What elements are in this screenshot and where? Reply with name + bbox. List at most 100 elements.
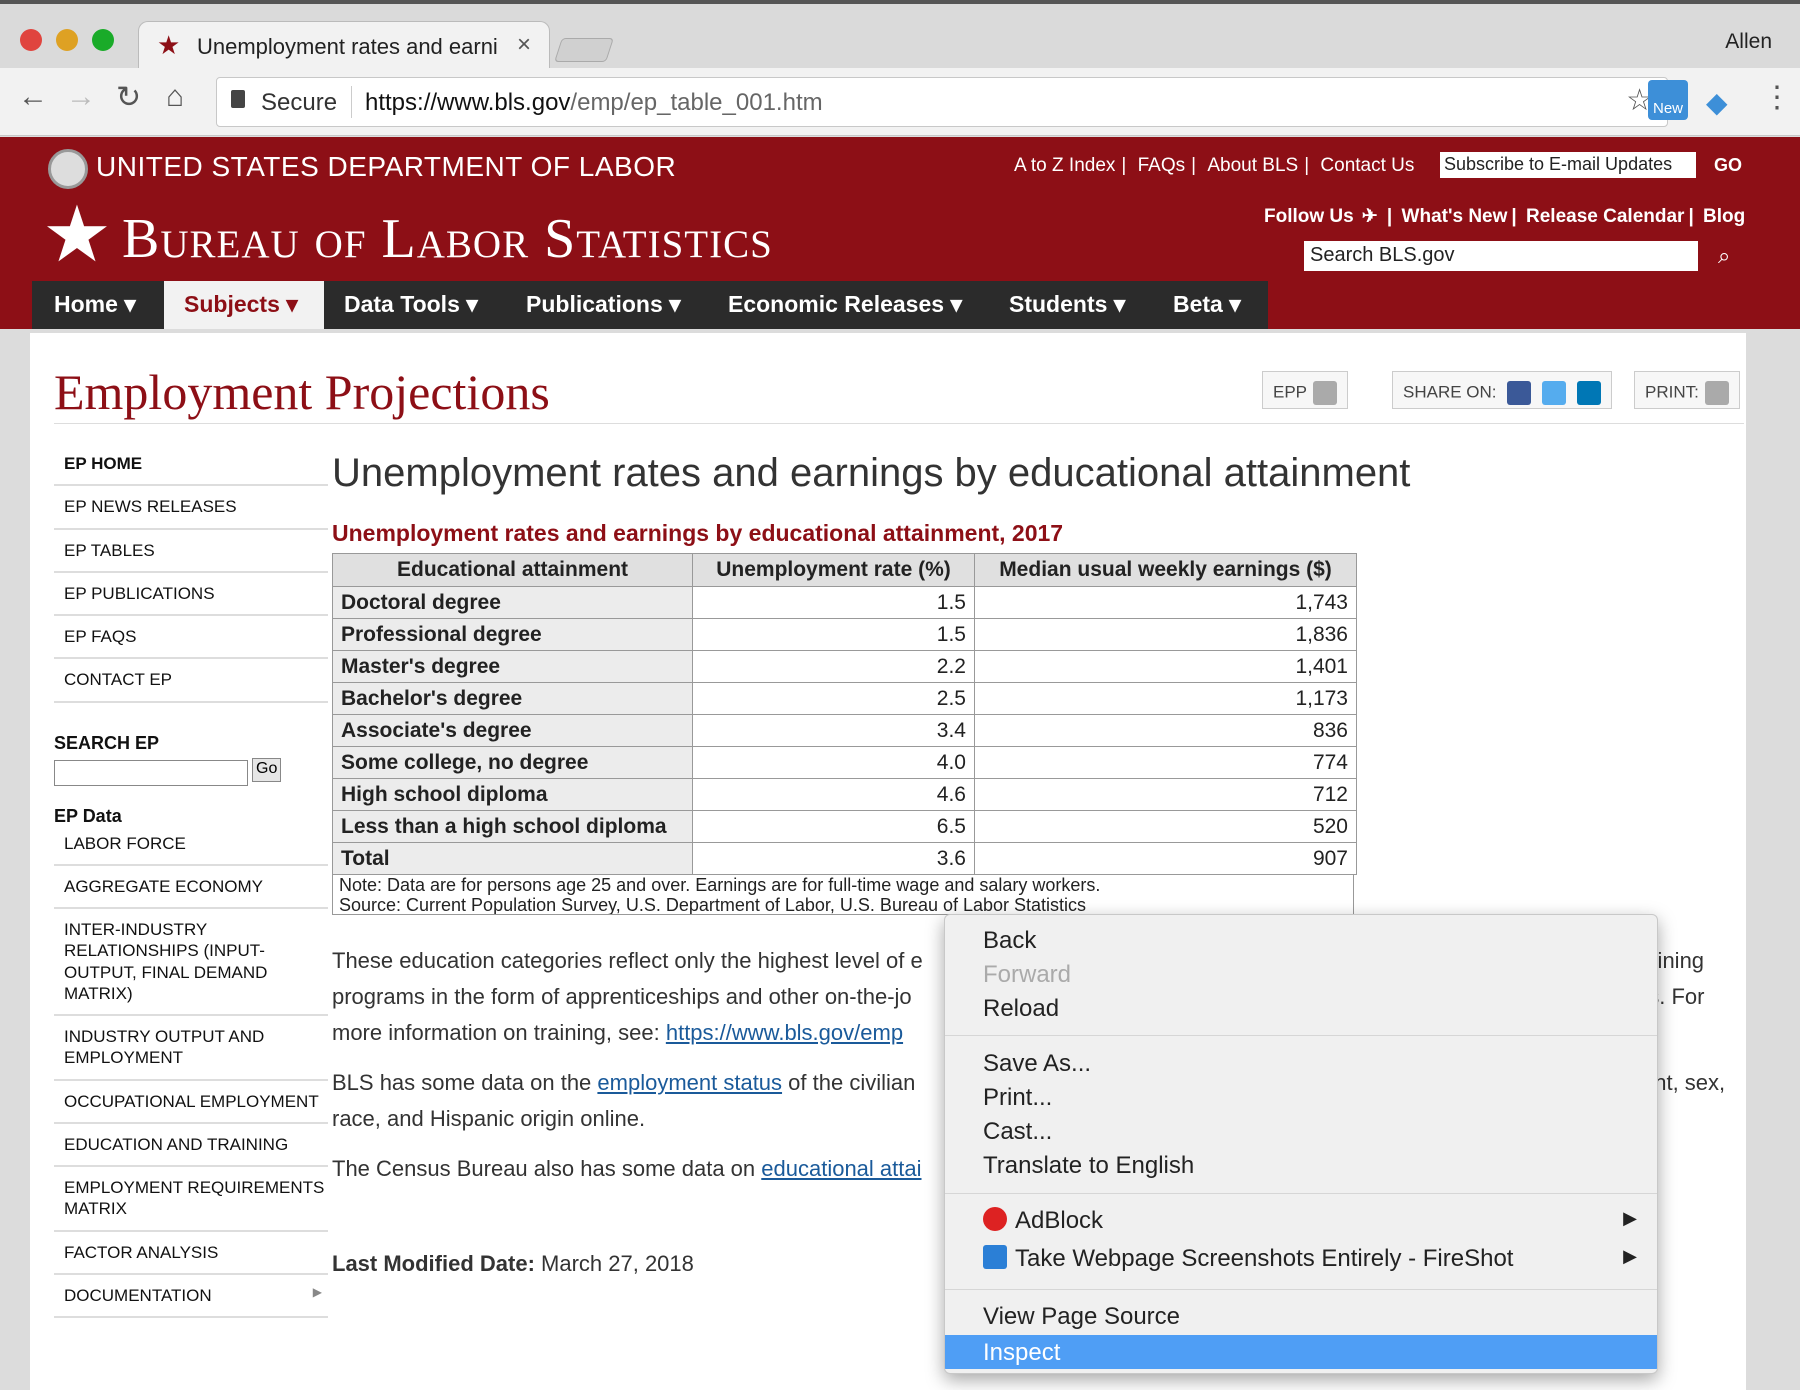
- bls-star-logo-icon[interactable]: ★: [42, 190, 112, 278]
- sidebar-item-education-training[interactable]: EDUCATION AND TRAINING: [54, 1124, 328, 1167]
- p1-text-a: These education categories reflect only …: [332, 948, 923, 973]
- reload-icon[interactable]: ↻: [116, 81, 142, 114]
- submenu-arrow-icon: ▶: [1623, 1246, 1637, 1266]
- new-tab-button[interactable]: [554, 38, 614, 62]
- nav-students[interactable]: Students ▾: [1009, 291, 1126, 317]
- menu-item-save-as[interactable]: Save As...: [983, 1050, 1092, 1077]
- sidebar-item-factor-analysis[interactable]: FACTOR ANALYSIS: [54, 1232, 328, 1275]
- source-text: Source: Current Population Survey, U.S. …: [339, 895, 1087, 915]
- sidebar-item-tables[interactable]: EP TABLES: [54, 530, 328, 573]
- about-bls-link[interactable]: About BLS: [1207, 155, 1299, 176]
- menu-item-back[interactable]: Back: [983, 927, 1037, 954]
- epp-button[interactable]: EPP: [1262, 371, 1349, 409]
- nav-publications[interactable]: Publications ▾: [526, 291, 681, 317]
- sidebar-item-occupational[interactable]: OCCUPATIONAL EMPLOYMENT: [54, 1081, 328, 1124]
- training-link[interactable]: https://www.bls.gov/emp: [665, 1020, 904, 1045]
- search-ep-heading: SEARCH EP: [54, 732, 160, 753]
- nav-home-label: Home: [54, 291, 118, 317]
- row-rate: 4.6: [692, 778, 975, 811]
- fireshot-icon: [983, 1245, 1007, 1269]
- menu-item-reload[interactable]: Reload: [983, 995, 1060, 1022]
- modified-value: March 27, 2018: [534, 1251, 694, 1276]
- nav-students-label: Students: [1009, 291, 1108, 317]
- sidebar-item-inter-industry[interactable]: INTER-INDUSTRY RELATIONSHIPS (INPUT-OUTP…: [54, 909, 328, 1016]
- row-label: Master's degree: [332, 650, 693, 683]
- menu-item-print[interactable]: Print...: [983, 1084, 1053, 1111]
- menu-item-view-source[interactable]: View Page Source: [983, 1303, 1181, 1330]
- linkedin-icon[interactable]: [1576, 381, 1601, 405]
- sidebar-item-ep-home[interactable]: EP HOME: [54, 443, 328, 487]
- url-path: /emp/ep_table_001.htm: [570, 89, 823, 116]
- sidebar-item-faqs[interactable]: EP FAQS: [54, 616, 328, 660]
- whats-new-link[interactable]: What's New: [1401, 206, 1508, 227]
- table-row: Master's degree 2.2 1,401: [332, 650, 1357, 683]
- menu-item-translate[interactable]: Translate to English: [983, 1152, 1195, 1179]
- search-ep-go-button[interactable]: Go: [252, 757, 282, 782]
- search-ep-input[interactable]: [54, 759, 248, 786]
- browser-tab[interactable]: ★ Unemployment rates and earni ×: [138, 21, 550, 73]
- tab-close-icon[interactable]: ×: [516, 31, 531, 58]
- address-bar[interactable]: Secure https://www.bls.gov/emp/ep_table_…: [216, 77, 1668, 127]
- row-label: Doctoral degree: [332, 586, 693, 619]
- extension-new-label: New: [1652, 100, 1683, 117]
- follow-us-link[interactable]: Follow Us: [1264, 206, 1354, 227]
- print-button[interactable]: PRINT:: [1634, 371, 1740, 409]
- contact-us-link[interactable]: Contact Us: [1320, 155, 1415, 176]
- subscribe-go-button[interactable]: GO: [1714, 155, 1743, 175]
- ep-data-heading: EP Data: [54, 805, 122, 826]
- dol-seal-icon: [48, 149, 88, 189]
- educational-attainment-link[interactable]: educational attai: [761, 1156, 922, 1181]
- browser-menu-icon[interactable]: ⋮: [1762, 81, 1792, 114]
- sidebar-item-requirements-matrix[interactable]: EMPLOYMENT REQUIREMENTS MATRIX: [54, 1167, 328, 1232]
- facebook-icon[interactable]: [1507, 381, 1532, 405]
- sidebar-item-documentation[interactable]: DOCUMENTATION ▶: [54, 1275, 328, 1318]
- new-extension-button[interactable]: New: [1648, 80, 1688, 120]
- sidebar-item-aggregate-economy[interactable]: AGGREGATE ECONOMY: [54, 866, 328, 909]
- row-rate: 2.2: [692, 650, 975, 683]
- graduation-cap-extension-icon[interactable]: ◆: [1706, 87, 1728, 118]
- sidebar-item-labor-force[interactable]: LABOR FORCE: [54, 827, 328, 866]
- epp-label: EPP: [1273, 382, 1308, 402]
- fireshot-label: Take Webpage Screenshots Entirely - Fire…: [1015, 1245, 1514, 1272]
- row-label: Some college, no degree: [332, 746, 693, 779]
- attainment-table: Educational attainment Unemployment rate…: [332, 553, 1357, 875]
- dol-banner-text[interactable]: UNITED STATES DEPARTMENT OF LABOR: [96, 151, 677, 182]
- bls-search-input[interactable]: Search BLS.gov: [1304, 241, 1698, 271]
- a-to-z-link[interactable]: A to Z Index: [1014, 155, 1116, 176]
- menu-item-fireshot[interactable]: Take Webpage Screenshots Entirely - Fire…: [945, 1241, 1657, 1275]
- back-arrow-icon[interactable]: ←: [18, 80, 48, 113]
- blog-link[interactable]: Blog: [1703, 206, 1746, 227]
- menu-item-cast[interactable]: Cast...: [983, 1118, 1053, 1145]
- subscribe-email-input[interactable]: Subscribe to E-mail Updates: [1440, 152, 1696, 178]
- faqs-link[interactable]: FAQs: [1137, 155, 1186, 176]
- employment-status-link[interactable]: employment status: [597, 1070, 783, 1095]
- lock-icon: [231, 90, 245, 108]
- nav-beta[interactable]: Beta ▾: [1173, 291, 1241, 317]
- nav-economic-releases[interactable]: Economic Releases ▾: [728, 291, 962, 317]
- sidebar-item-contact[interactable]: CONTACT EP: [54, 659, 328, 703]
- menu-item-inspect[interactable]: Inspect: [945, 1335, 1657, 1369]
- maximize-window-button[interactable]: [92, 29, 114, 51]
- close-window-button[interactable]: [20, 29, 42, 51]
- menu-item-adblock[interactable]: AdBlock ▶: [945, 1203, 1657, 1237]
- table-row: High school diploma 4.6 712: [332, 778, 1357, 811]
- nav-subjects[interactable]: Subjects ▾: [164, 281, 324, 329]
- sidebar-item-publications[interactable]: EP PUBLICATIONS: [54, 573, 328, 616]
- search-icon[interactable]: ⌕: [1718, 243, 1731, 268]
- row-earnings: 1,401: [974, 650, 1357, 683]
- sidebar-item-news-releases[interactable]: EP NEWS RELEASES: [54, 486, 328, 530]
- release-calendar-link[interactable]: Release Calendar: [1526, 206, 1685, 227]
- twitter-bird-icon[interactable]: ✈: [1361, 206, 1378, 227]
- minimize-window-button[interactable]: [56, 29, 78, 51]
- twitter-icon[interactable]: [1542, 381, 1566, 405]
- sidebar-item-industry-output[interactable]: INDUSTRY OUTPUT AND EMPLOYMENT: [54, 1016, 328, 1081]
- print-icon: [1704, 381, 1729, 405]
- nav-data-tools[interactable]: Data Tools ▾: [344, 291, 478, 317]
- nav-home[interactable]: Home ▾: [54, 291, 136, 317]
- bls-title[interactable]: Bureau of Labor Statistics: [122, 208, 773, 270]
- forward-arrow-icon[interactable]: →: [66, 80, 96, 113]
- profile-name[interactable]: Allen: [1725, 30, 1772, 53]
- documentation-label: DOCUMENTATION: [64, 1285, 212, 1305]
- home-icon[interactable]: ⌂: [166, 80, 185, 113]
- menu-item-forward[interactable]: Forward: [983, 961, 1072, 988]
